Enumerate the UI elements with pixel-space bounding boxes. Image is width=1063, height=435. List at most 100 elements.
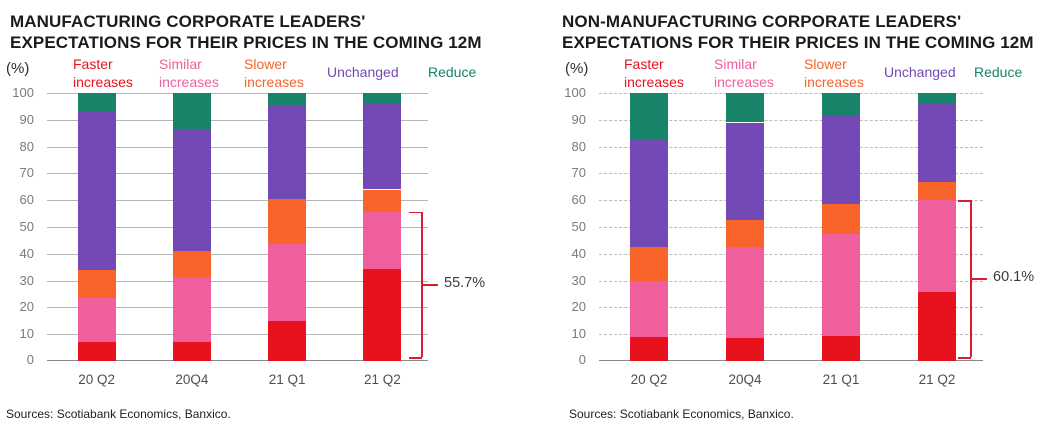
legend-item: Reduce [428,64,477,80]
gridline-0 [47,360,428,361]
non-manufacturing-chart-panel: NON-MANUFACTURING CORPORATE LEADERS' EXP… [532,0,1063,435]
gridline-20 [47,307,428,309]
bar-segment [268,198,307,245]
sources-note: Sources: Scotiabank Economics, Banxico. [569,407,794,421]
y-axis-tick-label: 80 [19,138,34,154]
x-axis-tick-label: 21 Q2 [363,372,401,387]
sources-note: Sources: Scotiabank Economics, Banxico. [6,407,231,421]
y-axis-tick-label: 90 [19,111,34,127]
annotation-label: 60.1% [993,269,1035,286]
legend-item: Unchanged [884,64,956,80]
bar-segment [268,93,307,107]
x-axis-tick-label: 21 Q2 [918,372,956,387]
bar-segment [918,199,956,293]
chart-title-line2: EXPECTATIONS FOR THEIR PRICES IN THE COM… [562,33,1034,52]
bar-segment [822,93,860,117]
y-axis-unit-label: (%) [565,60,589,77]
bar-segment [363,93,402,104]
gridline-30 [47,280,428,282]
bar-segment [363,104,402,190]
bar-segment [77,111,116,271]
bar-segment [77,270,116,299]
gridline-60 [47,200,428,202]
x-axis-tick-label: 20 Q2 [78,372,116,387]
chart-title-line1: NON-MANUFACTURING CORPORATE LEADERS' [562,12,962,31]
annotation-bracket [409,357,422,359]
gridline-100 [47,93,428,94]
gridline-60 [599,200,983,202]
bar-segment [822,335,860,361]
annotation-bracket [958,357,971,359]
bar-segment [918,182,956,200]
y-axis-tick-label: 90 [571,111,586,127]
gridline-10 [599,334,983,336]
y-axis-tick-label: 10 [571,326,586,342]
legend-item: Slower increases [244,56,304,90]
annotation-bracket [970,278,987,281]
y-axis-tick-label: 30 [19,272,34,288]
legend-item: Faster increases [624,56,684,90]
y-axis-tick-label: 70 [571,165,586,181]
y-axis-tick-label: 30 [571,272,586,288]
annotation-bracket [958,199,971,202]
bar-segment [268,106,307,199]
bar-segment [918,93,956,104]
gridline-100 [599,93,983,94]
bar-segment [726,122,764,221]
x-axis-tick-label: 21 Q1 [822,372,860,387]
y-axis-tick-label: 0 [26,352,34,367]
legend-item: Similar increases [159,56,219,90]
manufacturing-chart-panel: MANUFACTURING CORPORATE LEADERS' EXPECTA… [0,0,531,435]
bar-segment [822,234,860,336]
chart-title-line1: MANUFACTURING CORPORATE LEADERS' [10,12,366,31]
bar-segment [77,298,116,343]
bar-segment [726,247,764,339]
bar-segment [630,93,668,139]
legend-item: Similar increases [714,56,774,90]
plot-area: 60.1% [599,93,1034,361]
y-axis-tick-label: 50 [19,219,34,234]
y-axis-tick-label: 60 [19,192,34,208]
gridline-90 [599,119,983,121]
annotation-bracket [421,211,423,357]
x-axis-tick-label: 20Q4 [175,372,209,387]
annotation-bracket [409,211,422,214]
bar-segment [172,93,211,130]
y-axis-tick-label: 0 [578,352,586,367]
gridline-40 [599,253,983,255]
bar-segment [172,342,211,361]
annotation-label: 55.7% [444,275,486,292]
y-axis-tick-label: 50 [571,219,586,234]
y-axis-tick-label: 60 [571,192,586,208]
bar-segment [363,189,402,212]
plot-area: 55.7% [47,93,485,361]
gridline-70 [599,173,983,175]
gridline-20 [599,307,983,309]
gridline-30 [599,280,983,282]
gridline-10 [47,334,428,336]
gridline-0 [599,360,983,361]
gridline-40 [47,253,428,255]
y-axis-tick-label: 20 [571,299,586,315]
gridline-80 [599,146,983,148]
y-axis-tick-label: 70 [19,165,34,181]
chart-title-line2: EXPECTATIONS FOR THEIR PRICES IN THE COM… [10,33,482,52]
bar-segment [630,247,668,281]
gridline-50 [47,227,428,228]
y-axis-tick-label: 40 [571,245,586,261]
bar-segment [172,129,211,251]
x-axis-tick-label: 20Q4 [728,372,762,387]
gridline-50 [599,227,983,228]
gridline-80 [47,146,428,148]
bar-segment [726,220,764,248]
bar-segment [172,277,211,343]
y-axis-tick-label: 100 [564,85,586,100]
y-axis-tick-label: 80 [571,138,586,154]
bar-segment [630,280,668,337]
bar-segment [630,336,668,361]
bar-segment [363,211,402,270]
legend-item: Reduce [974,64,1023,80]
bar-segment [822,203,860,235]
bar-segment [77,93,116,112]
